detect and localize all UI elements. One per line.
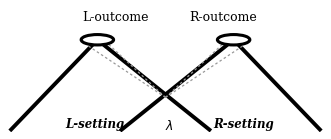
Ellipse shape: [81, 35, 114, 45]
Text: L-setting: L-setting: [66, 118, 125, 131]
Text: R-outcome: R-outcome: [190, 11, 258, 24]
Text: L-outcome: L-outcome: [82, 11, 149, 24]
Ellipse shape: [217, 35, 250, 45]
Text: R-setting: R-setting: [213, 118, 274, 131]
Text: $\lambda$: $\lambda$: [165, 119, 174, 133]
